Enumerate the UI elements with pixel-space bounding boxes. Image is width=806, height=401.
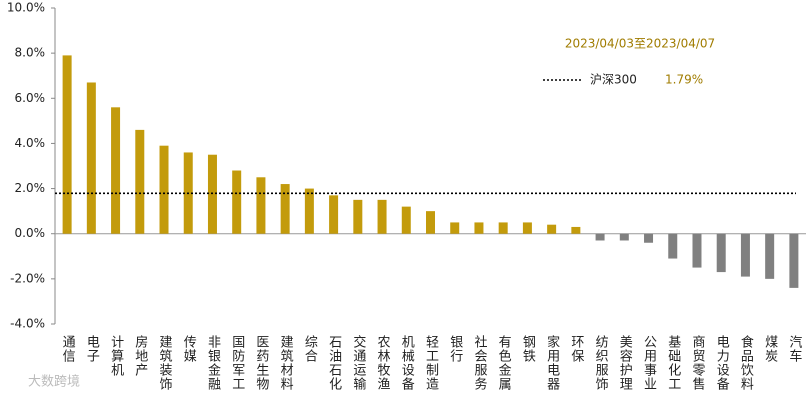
bar	[329, 195, 339, 234]
x-tick-label: 钢铁	[520, 335, 536, 363]
bar	[304, 188, 314, 234]
bar	[498, 222, 508, 234]
bar	[62, 55, 72, 234]
x-tick-label: 机械设备	[399, 335, 415, 391]
x-tick-label: 非银金融	[205, 335, 221, 391]
x-tick-label: 汽车	[786, 335, 802, 363]
watermark: 大数跨境	[28, 375, 80, 390]
bar	[135, 129, 145, 234]
x-tick-label: 纺织服饰	[593, 335, 609, 391]
x-tick-label: 计算机	[108, 335, 124, 377]
x-tick-label: 综合	[302, 335, 318, 363]
x-tick-label: 基础化工	[665, 335, 681, 391]
bar	[692, 233, 702, 268]
x-tick-label: 房地产	[132, 334, 148, 377]
y-tick-label: 0.0%	[15, 226, 46, 240]
bar	[474, 222, 484, 234]
y-tick-label: -4.0%	[10, 317, 45, 331]
x-tick-label: 通信	[60, 335, 76, 363]
x-tick-label: 电力设备	[714, 335, 730, 391]
bar	[256, 177, 266, 234]
bar	[522, 222, 532, 234]
bar	[547, 224, 557, 234]
bar	[159, 145, 169, 234]
y-tick-label: 10.0%	[7, 1, 45, 15]
bar	[86, 82, 96, 234]
x-tick-label: 环保	[568, 335, 584, 363]
legend-label: 沪深300	[590, 73, 637, 87]
x-tick-label: 美容护理	[617, 335, 633, 391]
x-tick-label: 食品饮料	[738, 334, 754, 391]
y-tick-label: 2.0%	[15, 181, 46, 195]
bar	[450, 222, 460, 234]
bar	[765, 233, 775, 279]
bar	[353, 199, 363, 234]
bar	[571, 226, 581, 234]
x-tick-label: 社会服务	[471, 334, 487, 391]
bar	[644, 233, 654, 243]
x-tick-label: 电子	[84, 335, 100, 363]
x-tick-label: 建筑装饰	[157, 335, 173, 391]
x-tick-label: 医药生物	[253, 335, 269, 391]
x-tick-label: 传媒	[181, 335, 197, 363]
bar	[595, 233, 605, 241]
x-tick-label: 建筑材料	[278, 335, 294, 391]
y-tick-label: 6.0%	[15, 91, 46, 105]
x-tick-label: 银行	[447, 335, 463, 363]
x-tick-label: 国防军工	[229, 335, 245, 391]
x-tick-label: 商贸零售	[689, 335, 705, 391]
y-tick-label: -2.0%	[10, 271, 45, 285]
x-tick-label: 家用电器	[544, 334, 560, 391]
bar	[111, 107, 121, 234]
bar	[280, 184, 290, 234]
x-tick-label: 有色金属	[496, 335, 512, 391]
x-tick-label: 轻工制造	[423, 335, 439, 391]
annotation: 2023/04/03至2023/04/07	[565, 37, 715, 51]
bar	[426, 211, 435, 234]
y-tick-label: 4.0%	[15, 136, 46, 150]
bar	[740, 233, 750, 277]
x-tick-label: 公用事业	[641, 335, 657, 391]
bar	[668, 233, 678, 259]
y-tick-label: 8.0%	[15, 46, 46, 60]
bar	[232, 170, 242, 234]
x-tick-label: 石油石化	[326, 335, 342, 391]
x-tick-label: 煤炭	[762, 335, 778, 363]
bar	[401, 206, 411, 234]
bar	[377, 199, 387, 234]
bar	[789, 233, 799, 288]
reference-value-label: 1.79%	[665, 73, 703, 87]
bar	[207, 154, 217, 234]
x-tick-label: 农林牧渔	[375, 335, 391, 391]
bar	[619, 233, 629, 241]
bar	[716, 233, 726, 273]
x-tick-label: 交通运输	[350, 334, 366, 391]
